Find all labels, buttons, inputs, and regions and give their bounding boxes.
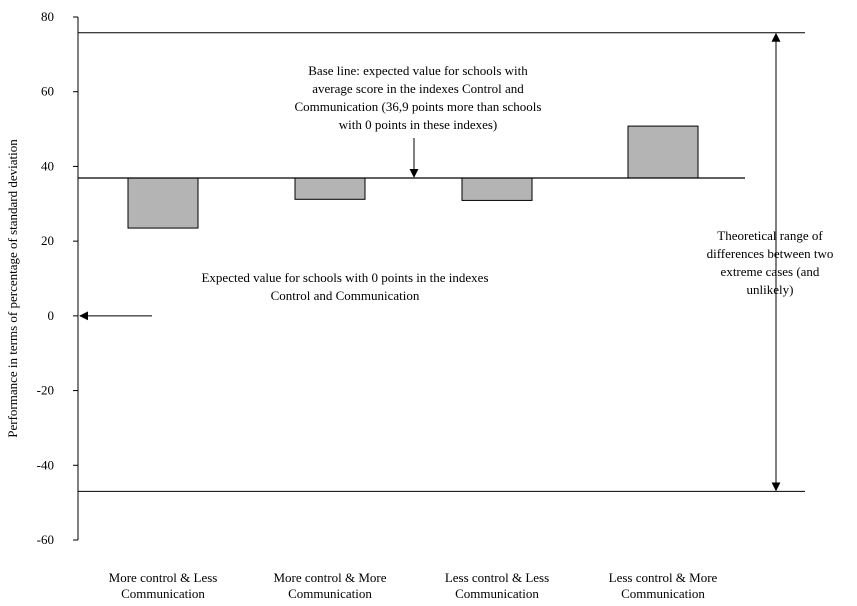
baseline-annotation: Base line: expected value for schools wi… [295, 63, 542, 132]
y-tick-label: 20 [41, 233, 54, 248]
axis-layer: 80 60 40 20 0 -20 -40 -60 Performance in terms o… [5, 9, 718, 601]
range-annotation-line: Theoretical range of [717, 228, 823, 243]
bars-layer [127, 125, 699, 229]
range-annotation: Theoretical range of differences between … [707, 228, 834, 297]
x-category-label-line: Communication [288, 586, 372, 601]
x-category-label-line: Communication [621, 586, 705, 601]
zero-annotation-line: Expected value for schools with 0 points… [201, 270, 488, 285]
range-annotation-line: unlikely) [747, 282, 794, 297]
y-tick-label: -60 [37, 532, 54, 547]
baseline-annotation-line: Base line: expected value for schools wi… [308, 63, 528, 78]
zero-annotation: Expected value for schools with 0 points… [201, 270, 488, 303]
x-category-label: More control & More Communication [273, 570, 386, 601]
zero-annotation-line: Control and Communication [271, 288, 420, 303]
range-annotation-line: extreme cases (and [721, 264, 820, 279]
baseline-annotation-line: average score in the indexes Control and [312, 81, 524, 96]
y-tick-label: 0 [48, 308, 55, 323]
x-category-label-line: Communication [121, 586, 205, 601]
x-category-label: Less control & More Communication [609, 570, 718, 601]
range-annotation-line: differences between two [707, 246, 834, 261]
x-category-label-line: Less control & Less [445, 570, 549, 585]
x-category-label-line: More control & Less [109, 570, 218, 585]
y-tick-label: 60 [41, 84, 54, 99]
annotations: Base line: expected value for schools wi… [201, 63, 833, 303]
reference-lines [78, 32, 805, 492]
y-tick-label: -20 [37, 383, 54, 398]
x-category-label: More control & Less Communication [109, 570, 218, 601]
bar [627, 125, 699, 179]
bar [461, 177, 533, 201]
bar [294, 177, 366, 200]
y-axis-label: Performance in terms of percentage of st… [5, 139, 20, 438]
y-tick-label: 80 [41, 9, 54, 24]
baseline-annotation-line: Communication (36,9 points more than sch… [295, 99, 542, 114]
y-tick-label: 40 [41, 158, 54, 173]
x-category-label-line: Less control & More [609, 570, 718, 585]
x-category-label-line: More control & More [273, 570, 386, 585]
bar [127, 177, 199, 229]
x-category-label: Less control & Less Communication [445, 570, 549, 601]
baseline-annotation-line: with 0 points in these indexes) [339, 117, 498, 132]
x-category-label-line: Communication [455, 586, 539, 601]
y-tick-label: -40 [37, 457, 54, 472]
